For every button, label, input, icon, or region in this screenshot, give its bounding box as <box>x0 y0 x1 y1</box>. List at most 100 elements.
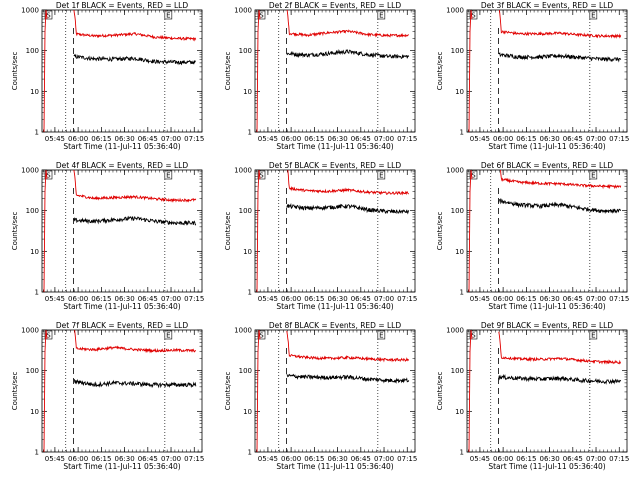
lld-initial-spike <box>468 170 473 292</box>
x-tick-label: 07:00 <box>374 295 394 303</box>
x-tick-label: 07:00 <box>586 295 606 303</box>
panel-8: Det 8f BLACK = Events, RED = LLD 1 10 100 10… <box>224 321 417 471</box>
x-tick-label: 06:30 <box>539 295 559 303</box>
x-tick-label: 06:15 <box>304 455 324 463</box>
plot-frame <box>254 329 416 453</box>
marker-s-label: S <box>46 12 51 20</box>
plot-frame <box>466 9 628 133</box>
events-series <box>498 52 622 63</box>
events-series <box>498 198 622 215</box>
x-axis-label: Start Time (11-Jul-11 05:36:40) <box>63 302 180 311</box>
marker-e-label: E <box>591 12 595 20</box>
x-tick-label: 06:15 <box>304 295 324 303</box>
y-axis-label: Counts/sec <box>436 52 444 91</box>
y-tick-label: 10 <box>243 88 252 96</box>
events-series <box>73 378 197 389</box>
y-tick-label: 100 <box>26 207 39 215</box>
x-tick-label: 07:15 <box>609 295 629 303</box>
x-axis-label: Start Time (11-Jul-11 05:36:40) <box>488 462 605 471</box>
x-tick-label: 06:00 <box>68 135 88 143</box>
marker-s-box <box>257 170 266 180</box>
y-tick-label: 1000 <box>234 7 252 15</box>
lld-series <box>73 170 197 203</box>
marker-s-label: S <box>471 172 476 180</box>
x-tick-label: 05:45 <box>45 455 65 463</box>
y-tick-label: 100 <box>26 47 39 55</box>
marker-e-label: E <box>591 332 595 340</box>
lld-series <box>500 170 622 190</box>
events-series <box>286 49 410 59</box>
x-tick-label: 06:30 <box>114 455 134 463</box>
lld-series <box>287 170 410 196</box>
y-tick-label: 10 <box>30 408 39 416</box>
marker-s-box <box>44 330 53 340</box>
y-tick-label: 100 <box>26 367 39 375</box>
lld-initial-spike <box>43 170 48 292</box>
x-axis-label: Start Time (11-Jul-11 05:36:40) <box>63 142 180 151</box>
x-tick-label: 07:00 <box>586 135 606 143</box>
marker-s-box <box>469 10 478 20</box>
y-tick-label: 10 <box>455 88 464 96</box>
y-tick-label: 1 <box>248 129 252 137</box>
x-tick-label: 06:45 <box>563 295 583 303</box>
y-tick-label: 100 <box>451 367 464 375</box>
lld-initial-spike <box>43 10 48 132</box>
x-tick-label: 06:00 <box>281 295 301 303</box>
x-tick-label: 06:45 <box>351 135 371 143</box>
panel-9: Det 9f BLACK = Events, RED = LLD 1 10 100 10… <box>436 321 629 471</box>
marker-s-box <box>469 330 478 340</box>
y-tick-label: 1000 <box>21 7 39 15</box>
x-axis-label: Start Time (11-Jul-11 05:36:40) <box>488 302 605 311</box>
marker-e-label: E <box>166 332 170 340</box>
x-tick-label: 07:15 <box>609 455 629 463</box>
events-series <box>286 202 410 215</box>
x-axis-label: Start Time (11-Jul-11 05:36:40) <box>276 462 393 471</box>
y-axis-label: Counts/sec <box>11 52 19 91</box>
x-tick-label: 07:00 <box>161 135 181 143</box>
y-tick-label: 1 <box>35 129 39 137</box>
marker-e-box <box>589 170 598 180</box>
x-tick-label: 06:00 <box>281 455 301 463</box>
y-axis-label: Counts/sec <box>224 372 232 411</box>
events-series <box>498 373 622 385</box>
x-tick-label: 07:00 <box>374 135 394 143</box>
x-tick-label: 06:30 <box>327 295 347 303</box>
marker-e-box <box>377 330 386 340</box>
marker-s-label: S <box>471 332 476 340</box>
x-tick-label: 07:15 <box>184 295 204 303</box>
marker-s-box <box>44 10 53 20</box>
x-tick-label: 07:15 <box>184 455 204 463</box>
lld-series <box>74 330 196 354</box>
x-tick-label: 06:30 <box>327 455 347 463</box>
x-tick-label: 05:45 <box>470 295 490 303</box>
y-tick-label: 1000 <box>446 167 464 175</box>
x-tick-label: 06:30 <box>539 455 559 463</box>
x-tick-label: 07:00 <box>161 295 181 303</box>
panel-title: Det 8f BLACK = Events, RED = LLD <box>269 321 402 330</box>
x-axis-label: Start Time (11-Jul-11 05:36:40) <box>276 302 393 311</box>
x-tick-label: 07:00 <box>374 455 394 463</box>
y-tick-label: 1 <box>248 289 252 297</box>
y-tick-label: 10 <box>30 88 39 96</box>
y-axis-label: Counts/sec <box>11 212 19 251</box>
marker-s-label: S <box>259 172 264 180</box>
x-tick-label: 07:15 <box>397 135 417 143</box>
y-tick-label: 1 <box>460 289 464 297</box>
x-tick-label: 06:30 <box>114 135 134 143</box>
marker-e-box <box>164 10 173 20</box>
marker-e-box <box>164 170 173 180</box>
y-tick-label: 100 <box>451 47 464 55</box>
x-tick-label: 06:15 <box>516 455 536 463</box>
x-tick-label: 06:45 <box>351 295 371 303</box>
marker-s-label: S <box>259 332 264 340</box>
panel-7: Det 7f BLACK = Events, RED = LLD 1 10 100 10… <box>11 321 204 471</box>
lld-series <box>73 10 197 42</box>
marker-e-label: E <box>166 12 170 20</box>
x-axis-label: Start Time (11-Jul-11 05:36:40) <box>63 462 180 471</box>
x-tick-label: 06:00 <box>68 295 88 303</box>
x-tick-label: 07:15 <box>184 135 204 143</box>
y-tick-label: 1 <box>460 449 464 457</box>
y-axis-label: Counts/sec <box>224 212 232 251</box>
marker-s-label: S <box>46 172 51 180</box>
x-tick-label: 06:15 <box>91 135 111 143</box>
